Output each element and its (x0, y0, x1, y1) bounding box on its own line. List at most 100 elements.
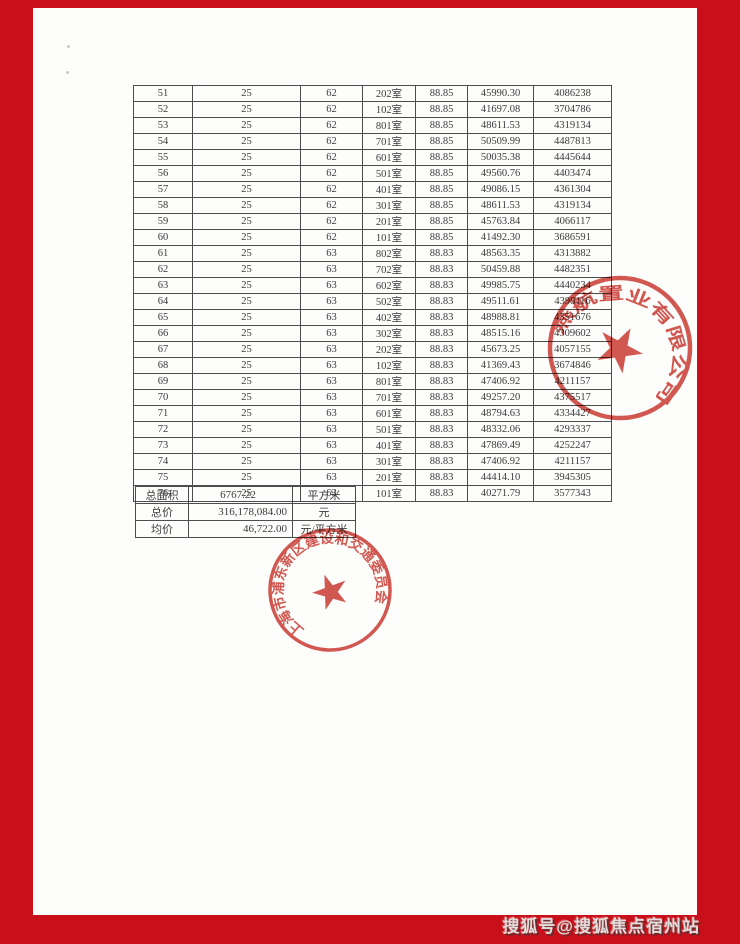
table-cell: 62 (300, 117, 363, 134)
table-cell: 25 (192, 469, 301, 486)
table-cell: 65 (133, 309, 193, 326)
table-cell: 63 (300, 293, 363, 310)
table-cell: 3577343 (533, 485, 612, 502)
table-cell: 3674846 (533, 357, 612, 374)
table-row: 65 25 63 402室 88.83 48988.81 4351676 (133, 309, 612, 326)
table-row: 59 25 62 201室 88.85 45763.84 4066117 (133, 213, 612, 230)
table-cell: 25 (192, 357, 301, 374)
table-cell: 502室 (362, 293, 416, 310)
summary-table: 总面积 6767.22 平方米 总价 316,178,084.00 元均价 46,722.0… (135, 486, 356, 538)
table-cell: 4211157 (533, 373, 612, 390)
summary-val: 316,178,084.00 (188, 503, 293, 521)
table-row: 60 25 62 101室 88.85 41492.30 3686591 (133, 229, 612, 246)
table-cell: 4487813 (533, 133, 612, 150)
table-cell: 4351676 (533, 309, 612, 326)
summary-val: 6767.22 (188, 486, 293, 504)
table-cell: 25 (192, 197, 301, 214)
table-cell: 4445644 (533, 149, 612, 166)
table-cell: 62 (300, 213, 363, 230)
table-cell: 25 (192, 293, 301, 310)
table-cell: 67 (133, 341, 193, 358)
table-cell: 62 (300, 181, 363, 198)
table-cell: 45990.30 (467, 85, 534, 102)
table-cell: 4293337 (533, 421, 612, 438)
table-cell: 44414.10 (467, 469, 534, 486)
summary-unit: 元/平方米 (292, 520, 356, 538)
table-cell: 4482351 (533, 261, 612, 278)
table-cell: 56 (133, 165, 193, 182)
table-cell: 25 (192, 261, 301, 278)
table-cell: 41369.43 (467, 357, 534, 374)
table-cell: 62 (300, 101, 363, 118)
table-cell: 73 (133, 437, 193, 454)
table-cell: 25 (192, 453, 301, 470)
table-cell: 802室 (362, 245, 416, 262)
table-cell: 88.83 (415, 293, 468, 310)
table-cell: 88.83 (415, 405, 468, 422)
table-cell: 25 (192, 229, 301, 246)
summary-unit: 元 (292, 503, 356, 521)
table-cell: 62 (133, 261, 193, 278)
table-cell: 63 (300, 373, 363, 390)
price-table-body: 51 25 62 202室 88.85 45990.30 4086238 52 25 62 102室… (133, 85, 612, 502)
table-cell: 4319134 (533, 117, 612, 134)
table-cell: 88.85 (415, 181, 468, 198)
table-row: 61 25 63 802室 88.83 48563.35 4313882 (133, 245, 612, 262)
table-cell: 88.83 (415, 245, 468, 262)
table-cell: 40271.79 (467, 485, 534, 502)
table-cell: 88.83 (415, 373, 468, 390)
table-cell: 51 (133, 85, 193, 102)
table-cell: 74 (133, 453, 193, 470)
table-cell: 201室 (362, 213, 416, 230)
table-cell: 25 (192, 245, 301, 262)
table-cell: 48515.16 (467, 325, 534, 342)
table-cell: 71 (133, 405, 193, 422)
table-cell: 25 (192, 117, 301, 134)
summary-row: 总价 316,178,084.00 元 (135, 503, 356, 521)
table-cell: 301室 (362, 453, 416, 470)
table-row: 55 25 62 601室 88.85 50035.38 4445644 (133, 149, 612, 166)
summary-unit: 平方米 (292, 486, 356, 504)
table-cell: 25 (192, 309, 301, 326)
table-cell: 25 (192, 181, 301, 198)
table-cell: 25 (192, 165, 301, 182)
table-row: 52 25 62 102室 88.85 41697.08 3704786 (133, 101, 612, 118)
table-cell: 202室 (362, 341, 416, 358)
table-cell: 4066117 (533, 213, 612, 230)
table-cell: 63 (300, 389, 363, 406)
star-icon: ★ (302, 559, 359, 624)
table-cell: 49086.15 (467, 181, 534, 198)
table-cell: 801室 (362, 373, 416, 390)
table-row: 68 25 63 102室 88.83 41369.43 3674846 (133, 357, 612, 374)
table-cell: 62 (300, 229, 363, 246)
summary-label: 总面积 (135, 486, 189, 504)
table-cell: 4057155 (533, 341, 612, 358)
summary-label: 总价 (135, 503, 189, 521)
table-cell: 88.83 (415, 277, 468, 294)
table-cell: 501室 (362, 165, 416, 182)
table-cell: 63 (300, 453, 363, 470)
table-cell: 25 (192, 101, 301, 118)
table-cell: 4086238 (533, 85, 612, 102)
table-cell: 41492.30 (467, 229, 534, 246)
table-cell: 63 (300, 469, 363, 486)
table-row: 71 25 63 601室 88.83 48794.63 4334427 (133, 405, 612, 422)
table-cell: 201室 (362, 469, 416, 486)
table-cell: 60 (133, 229, 193, 246)
summary-val: 46,722.00 (188, 520, 293, 538)
table-cell: 602室 (362, 277, 416, 294)
table-cell: 69 (133, 373, 193, 390)
table-cell: 70 (133, 389, 193, 406)
table-cell: 45763.84 (467, 213, 534, 230)
scan-speck (66, 71, 69, 74)
table-cell: 601室 (362, 405, 416, 422)
table-cell: 47869.49 (467, 437, 534, 454)
table-cell: 88.85 (415, 197, 468, 214)
table-cell: 25 (192, 373, 301, 390)
table-cell: 88.83 (415, 437, 468, 454)
table-cell: 402室 (362, 309, 416, 326)
table-cell: 66 (133, 325, 193, 342)
table-cell: 3945305 (533, 469, 612, 486)
table-cell: 50509.99 (467, 133, 534, 150)
table-cell: 50035.38 (467, 149, 534, 166)
